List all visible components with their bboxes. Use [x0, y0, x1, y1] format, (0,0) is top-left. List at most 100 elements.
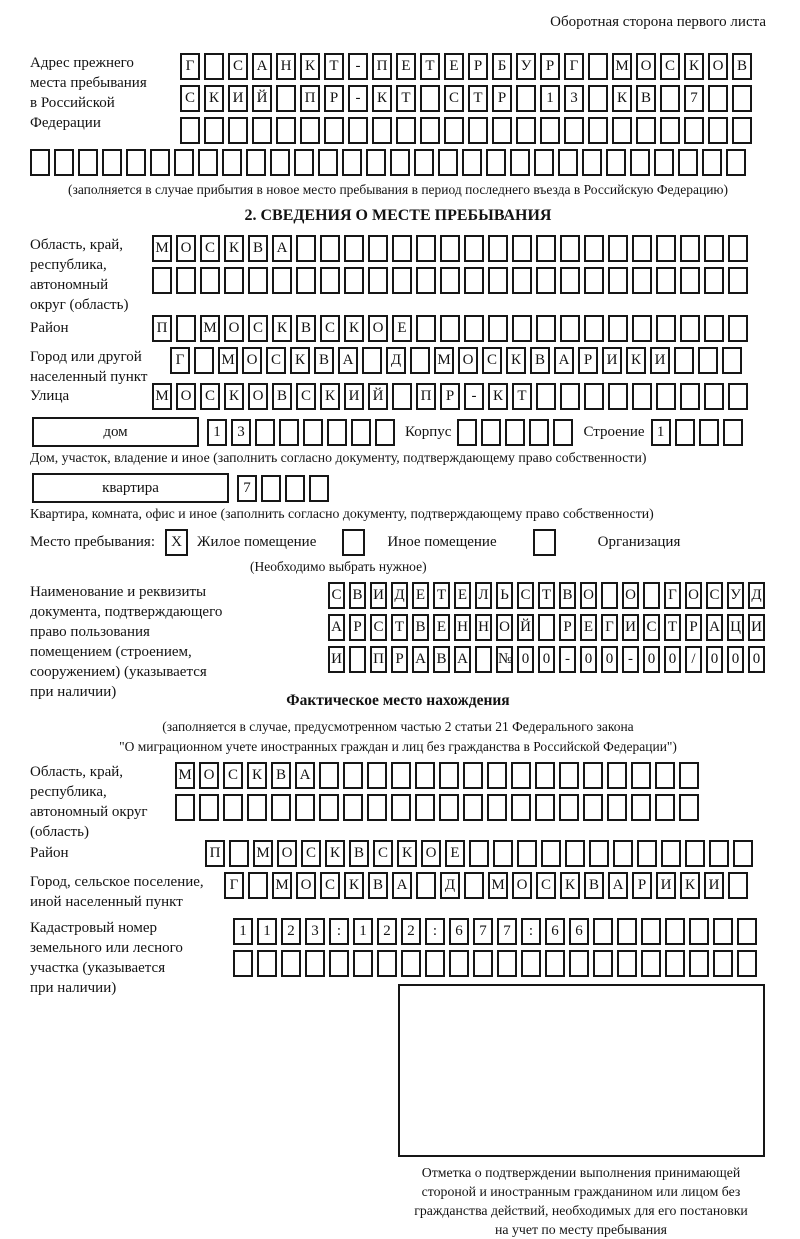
char-box[interactable]: В [412, 614, 429, 641]
char-box[interactable] [152, 267, 172, 294]
char-box[interactable] [255, 418, 275, 446]
char-box[interactable]: М [434, 347, 454, 374]
char-box[interactable]: Й [368, 383, 388, 410]
char-box[interactable]: В [732, 53, 752, 80]
char-box[interactable] [722, 418, 743, 446]
char-box[interactable]: К [372, 85, 392, 112]
char-box[interactable]: С [200, 235, 220, 262]
char-box[interactable] [174, 149, 194, 176]
char-box[interactable] [375, 418, 395, 446]
char-box[interactable]: К [320, 383, 340, 410]
char-box[interactable]: О [248, 383, 268, 410]
char-box[interactable]: 6 [569, 918, 589, 945]
char-box[interactable] [607, 762, 627, 789]
char-box[interactable]: : [521, 918, 541, 945]
char-box[interactable] [678, 149, 698, 176]
char-box[interactable]: И [622, 614, 639, 641]
char-box[interactable] [713, 950, 733, 977]
char-box[interactable] [665, 918, 685, 945]
char-box[interactable] [390, 149, 410, 176]
char-box[interactable]: И [704, 872, 724, 899]
char-box[interactable] [180, 117, 200, 144]
char-box[interactable] [248, 267, 268, 294]
char-box[interactable] [261, 474, 281, 502]
char-box[interactable]: : [425, 918, 445, 945]
char-box[interactable] [449, 950, 469, 977]
char-box[interactable]: В [584, 872, 604, 899]
char-box[interactable] [487, 762, 507, 789]
char-box[interactable]: Р [540, 53, 560, 80]
char-box[interactable]: Т [420, 53, 440, 80]
char-box[interactable]: Г [180, 53, 200, 80]
char-box[interactable] [438, 149, 458, 176]
char-box[interactable] [679, 762, 699, 789]
char-box[interactable]: К [224, 383, 244, 410]
char-box[interactable] [679, 794, 699, 821]
char-box[interactable] [199, 794, 219, 821]
char-box[interactable]: Л [475, 582, 492, 609]
char-box[interactable] [276, 117, 296, 144]
char-box[interactable] [367, 762, 387, 789]
char-box[interactable]: А [608, 872, 628, 899]
char-box[interactable] [469, 840, 489, 867]
char-box[interactable] [497, 950, 517, 977]
char-box[interactable]: У [727, 582, 744, 609]
char-box[interactable] [709, 840, 729, 867]
char-box[interactable]: Г [664, 582, 681, 609]
char-box[interactable] [698, 418, 719, 446]
char-box[interactable] [343, 794, 363, 821]
char-box[interactable] [473, 950, 493, 977]
char-box[interactable]: Р [391, 646, 408, 673]
char-box[interactable] [486, 149, 506, 176]
char-box[interactable] [536, 315, 556, 342]
char-box[interactable] [726, 149, 746, 176]
char-box[interactable]: О [636, 53, 656, 80]
char-box[interactable] [416, 235, 436, 262]
char-box[interactable] [708, 85, 728, 112]
char-box[interactable] [420, 85, 440, 112]
char-box[interactable]: С [373, 840, 393, 867]
char-box[interactable]: М [200, 315, 220, 342]
char-box[interactable]: М [488, 872, 508, 899]
char-box[interactable] [534, 149, 554, 176]
char-box[interactable]: А [272, 235, 292, 262]
char-box[interactable] [732, 85, 752, 112]
char-box[interactable]: 6 [545, 918, 565, 945]
char-box[interactable]: 0 [706, 646, 723, 673]
char-box[interactable] [279, 418, 299, 446]
char-box[interactable] [516, 117, 536, 144]
char-box[interactable] [320, 267, 340, 294]
char-box[interactable] [584, 267, 604, 294]
char-box[interactable] [656, 315, 676, 342]
char-box[interactable] [391, 762, 411, 789]
char-box[interactable] [680, 267, 700, 294]
char-box[interactable]: С [266, 347, 286, 374]
char-box[interactable]: Р [349, 614, 366, 641]
char-box[interactable] [584, 235, 604, 262]
char-box[interactable] [722, 347, 742, 374]
char-box[interactable] [536, 383, 556, 410]
char-box[interactable] [545, 950, 565, 977]
char-box[interactable]: С [180, 85, 200, 112]
char-box[interactable]: П [205, 840, 225, 867]
char-box[interactable]: К [680, 872, 700, 899]
char-box[interactable] [564, 117, 584, 144]
char-box[interactable] [272, 267, 292, 294]
char-box[interactable] [200, 267, 220, 294]
char-box[interactable] [415, 794, 435, 821]
char-box[interactable] [468, 117, 488, 144]
char-box[interactable]: С [228, 53, 248, 80]
char-box[interactable]: К [224, 235, 244, 262]
char-box[interactable]: Т [664, 614, 681, 641]
char-box[interactable]: / [685, 646, 702, 673]
char-box[interactable]: М [152, 383, 172, 410]
char-box[interactable] [229, 840, 249, 867]
char-box[interactable] [475, 646, 492, 673]
char-box[interactable] [281, 950, 301, 977]
char-box[interactable] [414, 149, 434, 176]
char-box[interactable] [175, 794, 195, 821]
char-box[interactable] [732, 117, 752, 144]
char-box[interactable] [439, 794, 459, 821]
char-box[interactable] [608, 267, 628, 294]
char-box[interactable] [401, 950, 421, 977]
